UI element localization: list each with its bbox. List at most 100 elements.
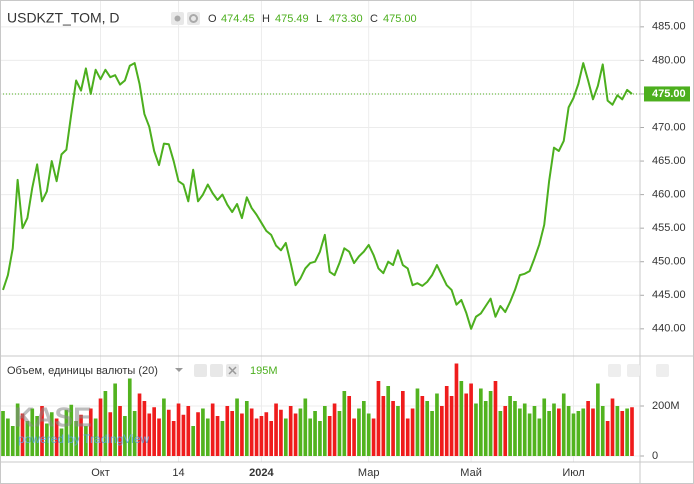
volume-bar — [566, 406, 571, 456]
volume-bar — [235, 398, 239, 456]
volume-bar — [10, 426, 15, 456]
volume-bar — [605, 421, 610, 456]
volume-bar — [581, 408, 586, 456]
volume-bar — [352, 418, 356, 456]
x-tick-label: Июл — [562, 467, 584, 479]
header-icons[interactable] — [171, 12, 200, 25]
volume-bar — [337, 411, 342, 456]
volume-bar — [532, 406, 537, 456]
ohlc-value: 475.00 — [383, 13, 417, 25]
settings-icon[interactable] — [187, 12, 200, 25]
volume-bar — [391, 401, 395, 456]
volume-bar — [274, 403, 278, 456]
volume-bar — [176, 403, 181, 456]
volume-bar — [425, 401, 430, 456]
pane-down-button[interactable] — [627, 364, 640, 377]
volume-bar — [488, 391, 493, 456]
y-tick-label: 440.00 — [652, 323, 686, 335]
volume-bar — [454, 363, 459, 456]
volume-bar — [205, 418, 210, 456]
volume-bar — [240, 413, 244, 456]
volume-bar — [376, 381, 381, 456]
volume-bar — [98, 398, 103, 456]
volume-bar — [264, 412, 269, 456]
ohlc-label: C — [370, 13, 378, 25]
volume-bar — [405, 418, 410, 456]
price-line — [2, 62, 633, 330]
dropdown-arrow[interactable] — [175, 368, 183, 372]
volume-bar — [1, 411, 5, 456]
ohlc-value: 475.49 — [275, 13, 309, 25]
volume-bar — [196, 412, 200, 456]
volume-bar — [108, 412, 113, 456]
volume-bar — [327, 416, 332, 456]
volume-bar — [318, 421, 322, 456]
volume-bar — [396, 406, 400, 456]
volume-bar — [366, 413, 371, 456]
settings-icon[interactable] — [210, 364, 223, 377]
eye-icon[interactable] — [194, 364, 207, 377]
volume-bar — [518, 408, 522, 456]
ohlc-value: 474.45 — [221, 13, 255, 25]
volume-bar — [157, 418, 161, 456]
pane-close-button[interactable] — [656, 364, 669, 377]
last-price-label: 475.00 — [652, 88, 686, 100]
volume-bar — [181, 414, 186, 456]
volume-bar — [118, 406, 122, 456]
volume-bar — [347, 396, 352, 456]
y-tick-label: 0 — [652, 450, 658, 462]
volume-bar — [142, 401, 147, 456]
volume-bar — [313, 411, 317, 456]
volume-bar — [166, 409, 171, 456]
volume-bar — [508, 396, 512, 456]
volume-bar — [420, 396, 425, 456]
volume-bar — [69, 404, 74, 456]
volume-bar — [259, 416, 264, 456]
ohlc-label: L — [316, 13, 322, 25]
volume-bar — [430, 411, 434, 456]
volume-bar — [586, 401, 590, 456]
volume-bar — [152, 407, 156, 456]
x-tick-label: 2024 — [249, 467, 274, 479]
volume-bar — [435, 393, 439, 456]
volume-bar — [6, 418, 10, 456]
x-tick-label: Мар — [358, 467, 380, 479]
volume-bar — [322, 406, 327, 456]
x-tick-label: Окт — [91, 467, 110, 479]
volume-bar — [254, 418, 259, 456]
volume-bar — [571, 413, 576, 456]
volume-bar — [332, 403, 337, 456]
watermark: KASE — [14, 401, 92, 432]
volume-bar — [123, 416, 127, 456]
y-tick-label: 470.00 — [652, 121, 686, 133]
volume-bar — [469, 383, 473, 456]
volume-bar — [600, 406, 605, 456]
volume-bar — [186, 406, 191, 456]
volume-bar — [610, 398, 615, 456]
volume-bar — [410, 408, 415, 456]
y-tick-label: 445.00 — [652, 289, 686, 301]
volume-bar — [210, 403, 215, 456]
volume-bar — [401, 391, 405, 456]
volume-bar — [54, 418, 59, 456]
close-x — [228, 366, 237, 375]
volume-bar — [459, 381, 464, 456]
volume-legend-value: 195M — [250, 365, 278, 377]
volume-bar — [308, 418, 313, 456]
pane-up-button[interactable] — [608, 364, 621, 377]
volume-bar — [137, 393, 142, 456]
volume-bar — [74, 421, 78, 456]
ohlc-legend: O 474.45 H 475.49 L 473.30 C 475.00 — [208, 13, 417, 25]
volume-bar — [557, 408, 561, 456]
volume-bar — [103, 391, 108, 456]
volume-bar — [303, 398, 308, 456]
volume-bar — [30, 408, 35, 456]
volume-bar — [493, 381, 498, 456]
ohlc-label: H — [262, 13, 270, 25]
volume-legend-title: Объем, единицы валюты (20) — [7, 365, 158, 377]
volume-bar — [483, 401, 488, 456]
volume-bar — [386, 386, 391, 456]
x-tick-label: 14 — [172, 467, 184, 479]
eye-icon-pupil — [174, 15, 181, 22]
volume-bar — [225, 406, 230, 456]
